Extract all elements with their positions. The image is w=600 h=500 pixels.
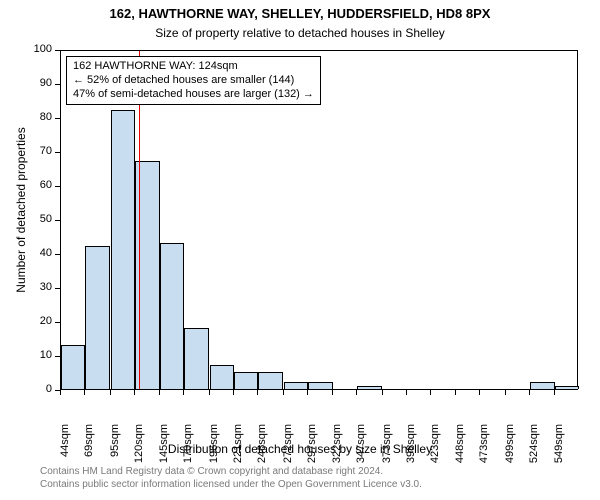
histogram-bar (308, 382, 332, 389)
y-tick-label: 80 (22, 111, 52, 123)
histogram-bar (160, 243, 184, 389)
annotation-box: 162 HAWTHORNE WAY: 124sqm ← 52% of detac… (66, 56, 321, 105)
chart-container: { "chart": { "type": "histogram", "title… (0, 0, 600, 500)
x-tick (406, 390, 407, 395)
chart-title-line2: Size of property relative to detached ho… (0, 26, 600, 40)
x-tick-label: 524sqm (528, 424, 540, 474)
x-tick (233, 390, 234, 395)
y-tick (55, 322, 60, 323)
y-tick (55, 356, 60, 357)
x-tick (110, 390, 111, 395)
y-tick-label: 30 (22, 281, 52, 293)
x-tick-label: 423sqm (429, 424, 441, 474)
y-tick (55, 220, 60, 221)
histogram-bar (85, 246, 109, 389)
x-tick (159, 390, 160, 395)
x-tick (283, 390, 284, 395)
x-tick-label: 398sqm (405, 424, 417, 474)
histogram-bar (184, 328, 208, 389)
y-tick (55, 254, 60, 255)
x-tick (479, 390, 480, 395)
y-tick-label: 100 (22, 43, 52, 55)
y-tick (55, 152, 60, 153)
x-tick-label: 297sqm (306, 424, 318, 474)
x-tick (332, 390, 333, 395)
x-tick-label: 448sqm (454, 424, 466, 474)
y-tick (55, 118, 60, 119)
x-tick (430, 390, 431, 395)
x-tick-label: 95sqm (109, 424, 121, 474)
x-tick (529, 390, 530, 395)
y-tick-label: 60 (22, 179, 52, 191)
y-tick (55, 84, 60, 85)
histogram-bar (111, 110, 135, 389)
y-tick-label: 70 (22, 145, 52, 157)
y-tick-label: 0 (22, 383, 52, 395)
histogram-bar (210, 365, 234, 389)
x-tick (356, 390, 357, 395)
x-tick (183, 390, 184, 395)
x-tick-label: 145sqm (158, 424, 170, 474)
x-tick-label: 170sqm (182, 424, 194, 474)
x-tick (84, 390, 85, 395)
histogram-bar (234, 372, 258, 389)
x-tick-label: 44sqm (59, 424, 71, 474)
footer-line-2: Contains public sector information licen… (40, 479, 422, 492)
y-tick-label: 10 (22, 349, 52, 361)
y-axis-label: Number of detached properties (14, 110, 28, 310)
x-tick-label: 347sqm (355, 424, 367, 474)
histogram-bar (555, 386, 579, 389)
x-tick (382, 390, 383, 395)
chart-title-line1: 162, HAWTHORNE WAY, SHELLEY, HUDDERSFIEL… (0, 6, 600, 21)
y-tick (55, 50, 60, 51)
x-tick-label: 549sqm (553, 424, 565, 474)
x-tick-label: 69sqm (83, 424, 95, 474)
annotation-line-2: ← 52% of detached houses are smaller (14… (73, 74, 314, 88)
y-tick-label: 90 (22, 77, 52, 89)
x-tick-label: 246sqm (256, 424, 268, 474)
x-tick-label: 221sqm (232, 424, 244, 474)
x-tick-label: 272sqm (282, 424, 294, 474)
histogram-bar (357, 386, 381, 389)
y-tick-label: 20 (22, 315, 52, 327)
x-tick-label: 473sqm (478, 424, 490, 474)
x-tick-label: 196sqm (208, 424, 220, 474)
y-tick-label: 40 (22, 247, 52, 259)
x-tick-label: 499sqm (504, 424, 516, 474)
x-tick-label: 322sqm (331, 424, 343, 474)
x-tick (134, 390, 135, 395)
x-tick-label: 120sqm (133, 424, 145, 474)
x-tick (455, 390, 456, 395)
x-tick (505, 390, 506, 395)
x-tick (257, 390, 258, 395)
histogram-bar (258, 372, 282, 389)
annotation-line-3: 47% of semi-detached houses are larger (… (73, 88, 314, 102)
y-tick (55, 186, 60, 187)
histogram-bar (284, 382, 308, 389)
x-tick-label: 373sqm (381, 424, 393, 474)
y-tick-label: 50 (22, 213, 52, 225)
x-tick (307, 390, 308, 395)
x-tick (554, 390, 555, 395)
histogram-bar (61, 345, 85, 389)
histogram-bar (530, 382, 554, 389)
x-tick (60, 390, 61, 395)
annotation-line-1: 162 HAWTHORNE WAY: 124sqm (73, 60, 314, 74)
x-tick (209, 390, 210, 395)
y-tick (55, 288, 60, 289)
